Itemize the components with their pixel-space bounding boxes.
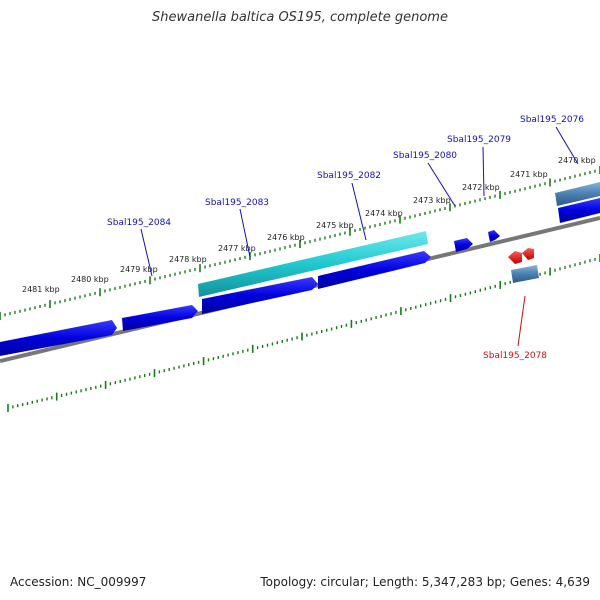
gene-label[interactable]: Sbal195_2082 [317, 171, 381, 181]
gene-label[interactable]: Sbal195_2080 [393, 151, 457, 161]
gene-arrow-2080[interactable] [454, 238, 473, 252]
accession-label: Accession: NC_009997 [10, 575, 147, 589]
genome-summary: Topology: circular; Length: 5,347,283 bp… [260, 575, 590, 589]
kbp-label: 2475 kbp [316, 221, 354, 230]
gene-label[interactable]: Sbal195_2078 [483, 351, 547, 361]
forward-genes [0, 198, 600, 356]
kbp-label: 2472 kbp [462, 183, 500, 192]
gene-arrow-reverse-a[interactable] [508, 251, 522, 264]
callout-line [427, 162, 456, 207]
kbp-label: 2477 kbp [218, 244, 256, 253]
kbp-label: 2478 kbp [169, 255, 207, 264]
callout-line [517, 295, 526, 347]
gene-arrow-2082[interactable] [318, 251, 431, 289]
gene-arrow-2084[interactable] [122, 305, 198, 331]
kbp-label: 2470 kbp [558, 156, 596, 165]
gene-arrow-reverse-b[interactable] [522, 248, 534, 260]
outer-tick-ring [0, 166, 600, 320]
gene-arrow-2083[interactable] [202, 277, 318, 314]
callout-line [482, 146, 485, 197]
gene-label[interactable]: Sbal195_2084 [107, 218, 171, 228]
kbp-label: 2480 kbp [71, 275, 109, 284]
gene-label[interactable]: Sbal195_2076 [520, 115, 584, 125]
gene-arrow-2076[interactable] [558, 198, 600, 223]
kbp-label: 2481 kbp [22, 285, 60, 294]
gene-2078-rna[interactable] [511, 265, 539, 283]
gene-2077-rna[interactable] [555, 182, 600, 206]
inner-tick-ring [7, 254, 600, 412]
gene-label[interactable]: Sbal195_2079 [447, 135, 511, 145]
gene-callouts: Sbal195_2084 Sbal195_2083 Sbal195_2082 Sbal… [107, 115, 584, 361]
callout-line [351, 182, 367, 241]
kbp-label: 2476 kbp [267, 233, 305, 242]
gene-arrow-2085[interactable] [0, 320, 117, 356]
gene-2081-highlight[interactable] [198, 231, 428, 297]
callout-line [140, 228, 153, 277]
genome-title: Shewanella baltica OS195, complete genom… [152, 10, 448, 25]
kbp-label: 2471 kbp [510, 170, 548, 179]
kbp-labels: 2481 kbp 2480 kbp 2479 kbp 2478 kbp 2477 kbp… [22, 156, 596, 294]
callout-line [239, 208, 251, 258]
kbp-label: 2473 kbp [413, 196, 451, 205]
gene-label[interactable]: Sbal195_2083 [205, 198, 269, 208]
kbp-label: 2479 kbp [120, 265, 158, 274]
callout-line [555, 126, 579, 165]
kbp-label: 2474 kbp [365, 209, 403, 218]
gene-arrow-2079[interactable] [488, 230, 500, 242]
